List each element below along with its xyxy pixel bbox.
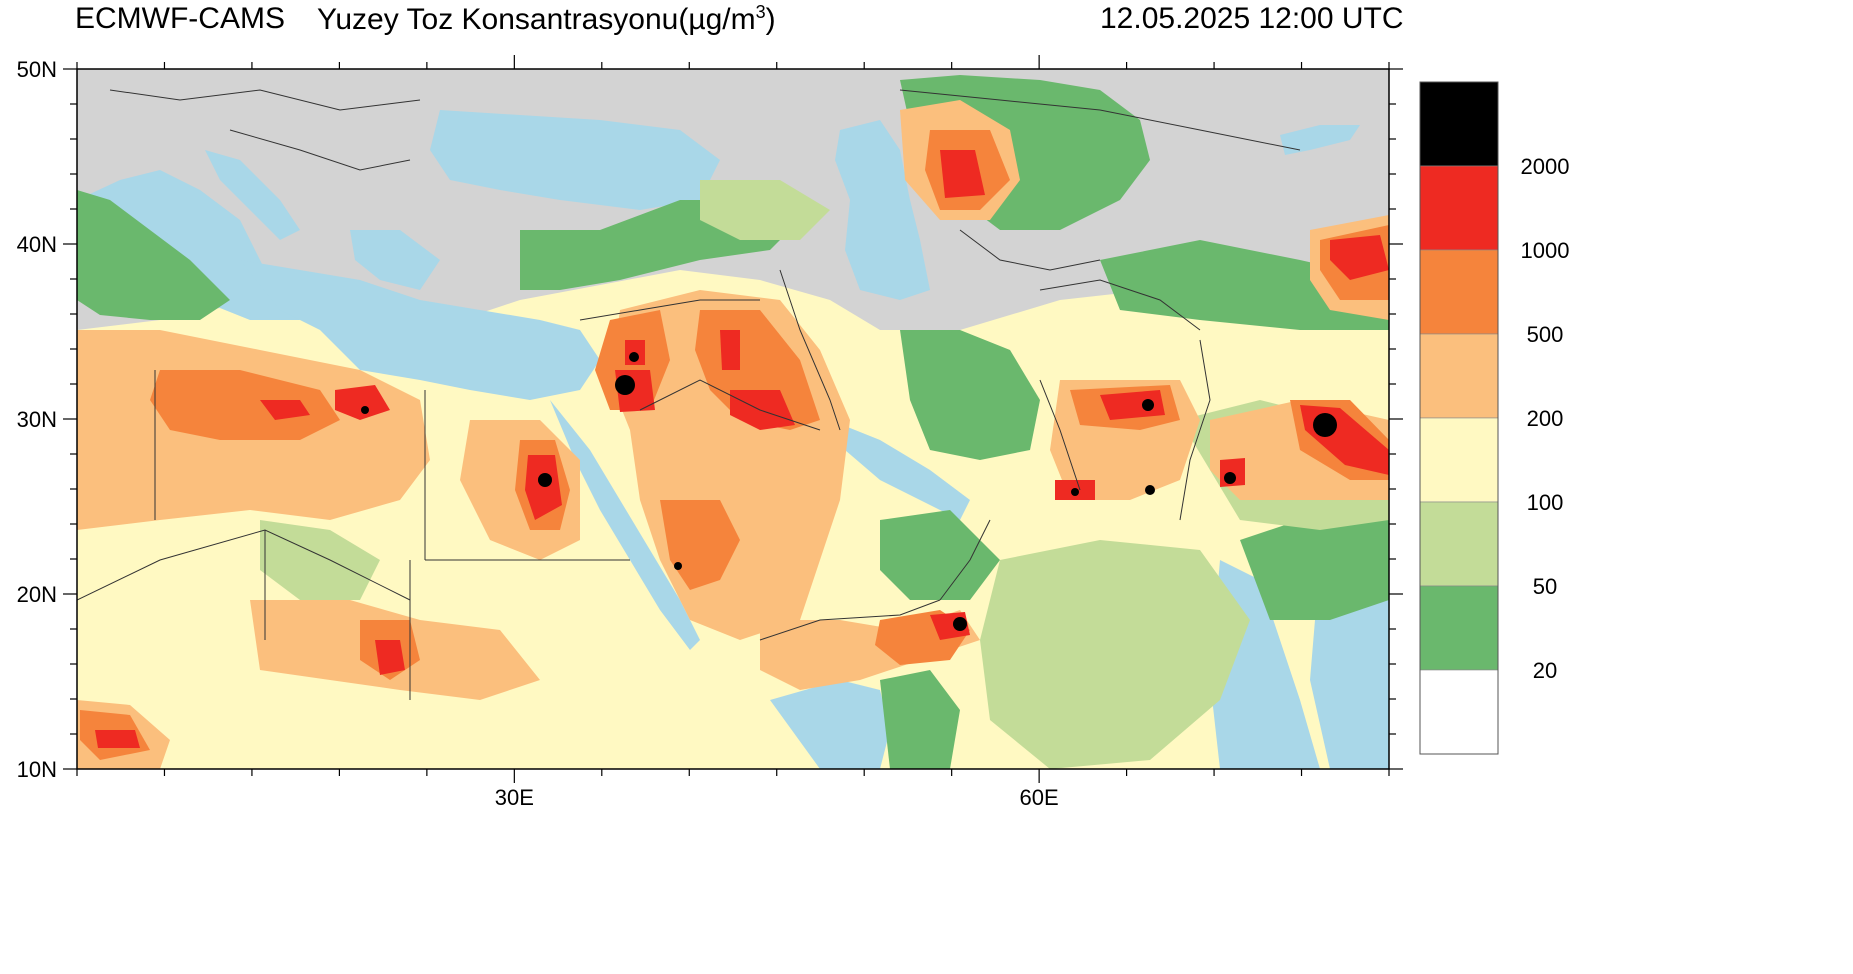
border-kazakhstan: [899, 89, 1301, 151]
red-west-africa: [95, 730, 140, 748]
red-central-asia: [940, 150, 985, 198]
model-title: ECMWF-CAMS: [75, 2, 285, 35]
caspian-sea: [835, 120, 930, 300]
red-sea: [550, 400, 700, 650]
green-iran: [900, 330, 1040, 460]
legend-swatch: [1419, 165, 1499, 251]
hotspot-saudi: [674, 562, 682, 570]
legend-swatch: [1419, 333, 1499, 419]
border-central-asia: [959, 229, 1101, 271]
red-iraq-north: [720, 330, 740, 370]
y-tick-label: 40N: [17, 232, 57, 257]
border-oman: [939, 519, 991, 601]
adriatic-sea: [205, 150, 300, 240]
y-tick-label: 30N: [17, 407, 57, 432]
dust-field-2000: [361, 352, 1337, 631]
hotspot-syria: [615, 375, 635, 395]
hotspot-arabian-coast: [1071, 488, 1079, 496]
legend-swatch: [1419, 501, 1499, 587]
red-egypt: [525, 455, 562, 520]
green-arabian-sea: [880, 510, 1000, 600]
border-saudi-iraq: [639, 379, 821, 431]
border-pakistan-india: [1179, 339, 1211, 521]
black-sea: [430, 110, 720, 210]
border-sahel: [77, 529, 411, 601]
border-iran-iraq: [779, 269, 841, 431]
hotspot-syria-north: [629, 352, 639, 362]
hotspot-pakistan: [1142, 399, 1154, 411]
legend-label: 1000: [1521, 238, 1570, 263]
hotspot-india: [1313, 413, 1337, 437]
persian-gulf: [830, 420, 970, 520]
variable-close: ): [765, 3, 776, 36]
mediterranean-east: [240, 260, 600, 400]
datetime-label: 12.05.2025 12:00 UTC: [1100, 2, 1404, 35]
legend-frame: [1419, 81, 1499, 755]
color-legend: 2000 1000 500 200 100 50 20: [1419, 81, 1570, 755]
legend-swatch: [1419, 81, 1499, 167]
red-iraq: [730, 390, 795, 430]
red-chad: [375, 640, 405, 675]
legend-label: 500: [1527, 322, 1564, 347]
x-tick-label: 60E: [1020, 785, 1059, 810]
y-tick-label: 10N: [17, 757, 57, 782]
gulf-of-aden: [770, 680, 890, 769]
red-pakistan: [1100, 390, 1165, 420]
hotspot-oman: [953, 617, 967, 631]
border-europe-2: [229, 129, 411, 171]
axis: 50N 40N 30N 20N 10N 30E 60E: [17, 55, 1403, 810]
hotspot-libya: [361, 406, 369, 414]
map-field: [77, 69, 1389, 769]
legend-swatch: [1419, 669, 1499, 755]
legend-swatch: [1419, 417, 1499, 503]
border-afghanistan: [1039, 279, 1201, 331]
hotspot-india-west: [1224, 472, 1236, 484]
border-iran-pakistan: [1039, 379, 1081, 491]
legend-swatch: [1419, 585, 1499, 671]
red-western-china: [1330, 235, 1389, 280]
lightgreen-arabian-sea: [980, 540, 1250, 769]
red-libya-east: [335, 385, 390, 420]
green-north-africa-coast: [77, 190, 230, 320]
aegean-sea: [350, 230, 440, 290]
border-saudi-yemen: [759, 599, 941, 641]
x-tick-label: 30E: [495, 785, 534, 810]
legend-label: 50: [1533, 574, 1557, 599]
hotspot-iran-coast: [1145, 485, 1155, 495]
red-libya: [260, 400, 310, 420]
green-somalia: [880, 670, 960, 769]
legend-label: 200: [1527, 406, 1564, 431]
hotspot-egypt: [538, 473, 552, 487]
lightgreen-saharan: [260, 520, 380, 600]
legend-swatch: [1419, 249, 1499, 335]
variable-name: Yuzey Toz Konsantrasyonu(µg/m: [317, 3, 756, 36]
green-india-south: [1240, 510, 1389, 620]
legend-label: 100: [1527, 490, 1564, 515]
legend-label: 20: [1533, 658, 1557, 683]
darkorange-libya: [150, 370, 340, 440]
unit-superscript: 3: [755, 2, 766, 22]
legend-label: 2000: [1521, 154, 1570, 179]
border-turkey-syria: [579, 299, 760, 321]
green-india-northwest: [1100, 240, 1389, 330]
y-tick-label: 50N: [17, 57, 57, 82]
y-tick-label: 20N: [17, 582, 57, 607]
lake-balkhash: [1280, 125, 1360, 155]
border-europe-1: [109, 89, 421, 111]
lightgreen-caucasus: [700, 180, 830, 240]
variable-title: Yuzey Toz Konsantrasyonu(µg/m3): [317, 2, 776, 37]
country-borders: [77, 89, 1301, 700]
